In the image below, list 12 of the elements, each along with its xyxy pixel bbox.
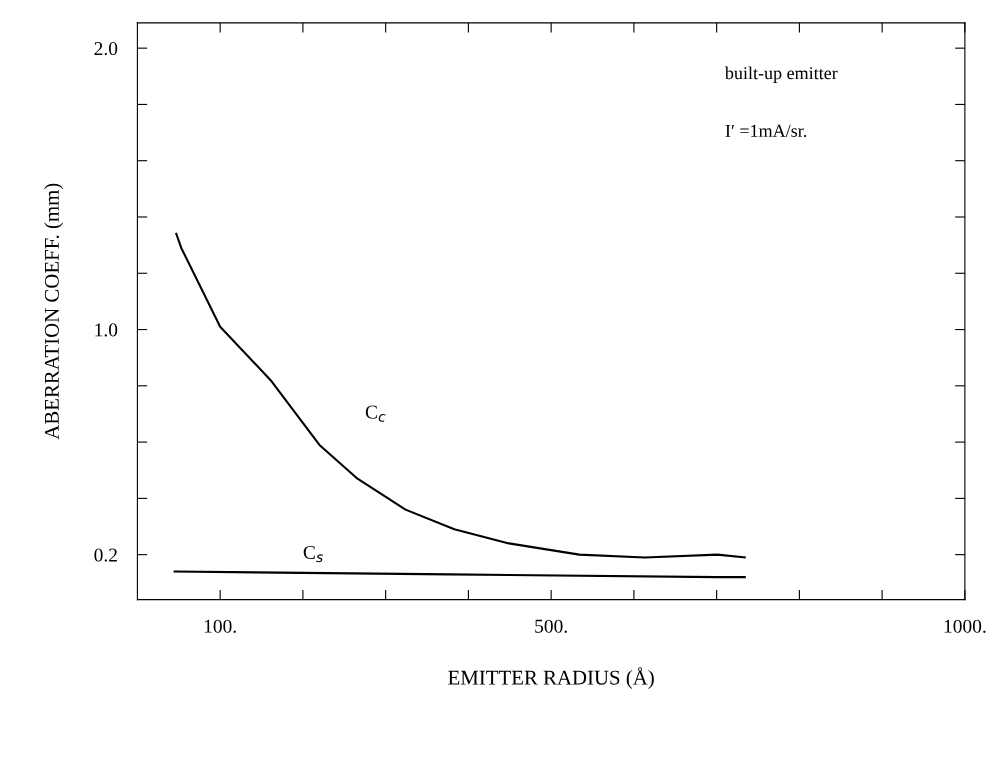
annotation: built-up emitter: [724, 66, 838, 83]
text: C$_{c}$: [365, 405, 386, 422]
x-axis-title: EMITTER RADIUS (Å): [448, 667, 654, 689]
y-axis-title: ABERRATION COEFF. (mm): [44, 183, 64, 440]
y-tick-label: 2.0: [94, 41, 118, 56]
x-tick-label: 500.: [535, 619, 567, 633]
x-tick-label: 1000.: [944, 619, 986, 633]
x-tick-label: 100.: [204, 619, 236, 633]
series-label: C$_{s}$: [303, 545, 323, 563]
y-tick-label: 0.2: [94, 548, 117, 562]
y-tick-label: 1.0: [95, 323, 118, 337]
annotation: I′ =1mA/sr.: [725, 124, 807, 138]
